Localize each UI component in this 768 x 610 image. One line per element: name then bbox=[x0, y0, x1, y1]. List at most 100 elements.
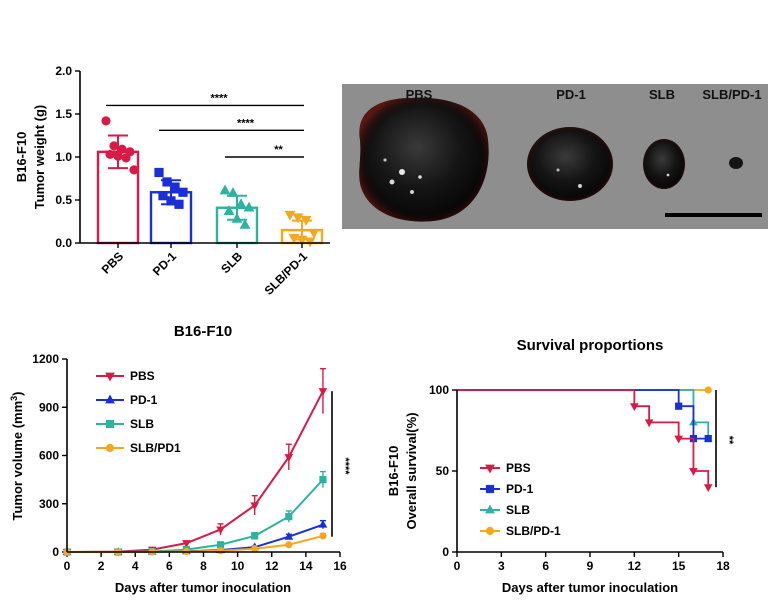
legend-label-slb: SLB bbox=[130, 417, 154, 431]
weight-xtick-label: PD-1 bbox=[150, 249, 179, 278]
legend-label-slb: SLB bbox=[506, 503, 530, 517]
legend-marker-pd-1 bbox=[105, 394, 115, 404]
survival-xtick-label: 9 bbox=[587, 559, 594, 573]
survival-line-pbs bbox=[457, 389, 710, 488]
tumor-photo: PBS PD-1 SLB SLB/PD-1 bbox=[342, 84, 768, 229]
weight-ylabel-line2: Tumor weight (g) bbox=[32, 105, 47, 209]
data-point bbox=[154, 167, 164, 178]
volume-point-slb-pd1 bbox=[319, 532, 327, 540]
volume-ytick-label: 600 bbox=[39, 449, 59, 463]
legend-marker-slb-pd1 bbox=[105, 443, 115, 453]
survival-ytick-label: 100 bbox=[429, 383, 449, 397]
weight-xtick-label: SLB/PD-1 bbox=[262, 249, 311, 298]
legend-label-pd-1: PD-1 bbox=[130, 393, 158, 407]
legend-marker-pbs bbox=[485, 464, 495, 474]
legend-marker-pbs bbox=[105, 372, 115, 382]
survival-line-slb bbox=[457, 389, 710, 439]
volume-ytick-label: 900 bbox=[39, 400, 59, 414]
data-point bbox=[219, 184, 231, 195]
volume-point-pbs bbox=[284, 454, 294, 462]
weight-ytick-label: 2.0 bbox=[55, 64, 72, 78]
photo-label-pbs: PBS bbox=[406, 87, 433, 102]
weight-ytick-label: 0.0 bbox=[55, 236, 72, 250]
survival-point-pbs bbox=[689, 468, 698, 476]
volume-point-pbs bbox=[250, 502, 260, 511]
photo-label-slb-pd1: SLB/PD-1 bbox=[702, 87, 761, 102]
legend-marker-pd-1 bbox=[485, 484, 495, 494]
survival-ylabel-line1: B16-F10 bbox=[386, 446, 401, 497]
survival-xtick-label: 6 bbox=[542, 559, 549, 573]
photo-label-pd1: PD-1 bbox=[556, 87, 586, 102]
survival-chart: Survival proportions B16-F10 Overall sur… bbox=[386, 337, 735, 595]
data-point bbox=[308, 228, 320, 239]
survival-ytick-label: 50 bbox=[436, 464, 450, 478]
volume-line-slb bbox=[67, 478, 324, 553]
survival-line-pd-1 bbox=[457, 389, 709, 440]
volume-point-pd-1 bbox=[284, 531, 294, 540]
legend-label-slb-pd-1: SLB/PD-1 bbox=[506, 524, 561, 538]
volume-significance-label: **** bbox=[339, 457, 351, 475]
survival-xtick-label: 18 bbox=[716, 559, 730, 573]
data-point bbox=[284, 210, 296, 221]
significance-label: **** bbox=[237, 117, 255, 129]
weight-ytick-label: 0.5 bbox=[55, 193, 72, 207]
data-point bbox=[178, 187, 188, 197]
legend-label-pbs: PBS bbox=[506, 461, 531, 475]
survival-point-pd-1 bbox=[704, 435, 712, 443]
tumor-pbs bbox=[359, 97, 489, 222]
data-point bbox=[235, 198, 247, 209]
volume-xtick-label: 8 bbox=[200, 559, 207, 573]
volume-point-slb bbox=[251, 532, 259, 540]
volume-point-slb-pd1 bbox=[216, 547, 225, 555]
data-point bbox=[174, 199, 184, 209]
volume-xtick-label: 16 bbox=[333, 559, 347, 573]
data-point bbox=[105, 149, 115, 160]
data-point bbox=[117, 144, 127, 154]
volume-point-slb bbox=[216, 541, 225, 549]
legend-label-pd-1: PD-1 bbox=[506, 482, 534, 496]
tumor-pd1 bbox=[527, 127, 613, 201]
data-point bbox=[129, 165, 139, 175]
survival-point-pbs bbox=[703, 484, 713, 493]
significance-label: **** bbox=[210, 92, 228, 104]
data-point bbox=[166, 196, 176, 206]
volume-xtick-label: 2 bbox=[98, 559, 105, 573]
volume-ytick-label: 0 bbox=[52, 545, 59, 559]
significance-label: ** bbox=[274, 144, 283, 156]
volume-xtick-label: 6 bbox=[166, 559, 173, 573]
photo-label-slb: SLB bbox=[649, 87, 675, 102]
volume-point-slb bbox=[319, 476, 327, 484]
weight-xtick-label: PBS bbox=[99, 249, 126, 276]
survival-xtick-label: 0 bbox=[454, 559, 461, 573]
volume-ylabel: Tumor volume (mm3) bbox=[9, 391, 25, 520]
volume-xtick-label: 12 bbox=[265, 559, 279, 573]
data-point bbox=[101, 116, 111, 126]
volume-xtick-label: 0 bbox=[64, 559, 71, 573]
volume-line-pbs bbox=[66, 390, 324, 553]
weight-ytick-label: 1.0 bbox=[55, 150, 72, 164]
volume-title: B16-F10 bbox=[174, 323, 232, 340]
data-point bbox=[113, 151, 123, 161]
volume-xtick-label: 14 bbox=[299, 559, 313, 573]
volume-point-pbs bbox=[216, 526, 225, 535]
survival-ytick-label: 0 bbox=[442, 545, 449, 559]
tumor-volume-chart: B16-F10 Tumor volume (mm3) Days after tu… bbox=[9, 323, 351, 595]
survival-xtick-label: 15 bbox=[672, 559, 686, 573]
survival-point-pbs bbox=[630, 403, 639, 412]
weight-ytick-label: 1.5 bbox=[55, 107, 72, 121]
weight-xtick-label: SLB bbox=[218, 249, 245, 276]
survival-point-slb-pd-1 bbox=[704, 386, 712, 394]
data-point bbox=[109, 141, 119, 151]
data-point bbox=[158, 191, 168, 201]
volume-ytick-label: 1200 bbox=[32, 352, 59, 366]
data-point bbox=[243, 201, 255, 212]
data-point bbox=[239, 218, 251, 229]
data-point bbox=[170, 182, 180, 192]
data-point bbox=[304, 237, 316, 248]
data-point bbox=[300, 215, 312, 226]
volume-xtick-label: 10 bbox=[231, 559, 245, 573]
legend-label-slb-pd1: SLB/PD1 bbox=[130, 441, 181, 455]
tumor-weight-chart: B16-F10 Tumor weight (g) 0.0 0.5 1.0 1.5 2.0… bbox=[14, 64, 330, 298]
legend-marker-slb bbox=[485, 504, 495, 514]
